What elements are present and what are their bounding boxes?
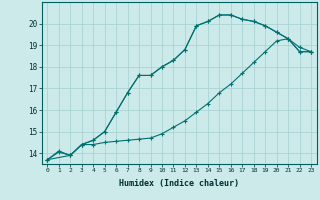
X-axis label: Humidex (Indice chaleur): Humidex (Indice chaleur) <box>119 179 239 188</box>
